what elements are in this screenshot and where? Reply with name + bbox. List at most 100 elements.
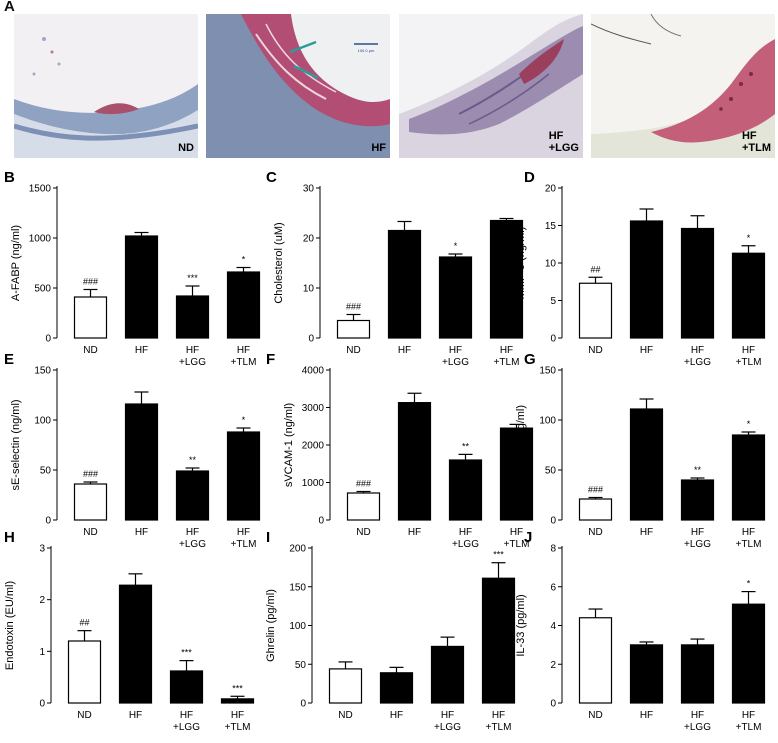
y-axis-label: Cholesterol (uM) [273,222,285,303]
chart-f: F 0 1000 2000 3000 4000 sVCAM-1 (ng/ml) ### ND HF… [266,351,534,550]
bar [731,603,766,704]
bar [226,271,261,339]
x-tick-label: +LGG [173,722,200,733]
significance-label: ### [346,302,361,312]
significance-label: * [747,233,751,243]
bar [629,408,664,521]
y-tick-label: 150 [289,582,306,593]
arrow-icon [289,40,317,54]
y-tick-label: 50 [295,660,307,671]
bar [175,295,210,339]
x-tick-label: +TLM [736,357,762,368]
y-tick-label: 10 [303,284,315,295]
bar [680,227,715,339]
x-tick-label: HF [510,527,523,538]
y-axis-label: A-FABP (ng/ml) [10,225,22,301]
micrograph-hf-tlm-tag-line: +TLM [741,142,771,154]
y-tick-label: 8 [550,544,556,555]
x-tick-label: +LGG [434,722,461,733]
bar [169,670,204,704]
x-tick-label: HF [135,345,148,356]
bar [220,698,255,704]
bar [387,229,422,339]
significance-label: ### [588,485,603,495]
bar [346,492,381,521]
bar [124,403,159,521]
panel-label: B [4,169,15,186]
x-tick-label: +LGG [684,357,711,368]
x-tick-label: HF [398,345,411,356]
x-tick-label: +TLM [231,539,257,550]
y-tick-label: 50 [40,466,52,477]
y-tick-label: 100 [289,621,306,632]
y-tick-label: 5 [550,296,556,307]
x-tick-label: HF [135,527,148,538]
y-tick-label: 0 [39,699,45,710]
chart-e: E 0 50 100 150 sE-selectin (ng/ml) ### ND HF ** HF… [4,351,261,550]
x-tick-label: ND [338,710,352,721]
y-tick-label: 150 [34,366,51,377]
significance-label: ### [356,479,371,489]
bar [499,427,534,521]
significance-label: ** [189,455,197,465]
x-tick-label: HF [449,345,462,356]
micrograph-hf-lgg-tag-line: +LGG [548,142,579,154]
x-tick-label: HF [180,710,193,721]
scale-bar-label: 100.0 μm [358,48,375,53]
x-tick-label: HF [500,345,513,356]
y-tick-label: 15 [545,221,557,232]
x-tick-label: ND [588,710,602,721]
bar [629,644,664,704]
y-tick-label: 0 [550,334,556,345]
micrograph-hf-lgg-tag: HF +LGG [549,130,579,154]
x-tick-label: HF [640,710,653,721]
bar [481,577,516,704]
y-tick-label: 3000 [302,403,325,414]
x-tick-label: HF [691,527,704,538]
panel-label: F [266,351,275,368]
micrograph-hf-lgg-image [399,14,583,158]
y-tick-label: 6 [550,582,556,593]
bar [578,617,613,704]
x-tick-label: ND [356,527,370,538]
bar [438,256,473,339]
x-tick-label: HF [742,527,755,538]
x-tick-label: +LGG [179,539,206,550]
x-tick-label: HF [742,710,755,721]
x-tick-label: +TLM [736,539,762,550]
y-tick-label: 10 [545,259,557,270]
y-axis-label: IL-33 (pg/ml) [515,594,527,656]
panel-label: C [266,169,277,186]
bar [489,219,524,339]
significance-label: ## [590,264,600,274]
bar [430,645,465,704]
micrograph-hf-tlm-image [591,14,775,158]
x-tick-label: +LGG [684,722,711,733]
x-tick-label: HF [441,710,454,721]
micrograph-nd-image [14,14,198,158]
bar [578,282,613,339]
x-tick-label: +TLM [504,539,530,550]
x-tick-label: HF [231,710,244,721]
x-tick-label: +LGG [684,539,711,550]
y-tick-label: 0 [550,516,556,527]
x-tick-label: +LGG [452,539,479,550]
bar [397,402,432,521]
y-tick-label: 100 [539,416,556,427]
micrograph-hf-lgg-tag-line: HF [548,130,564,142]
y-tick-label: 100 [34,416,51,427]
significance-label: * [242,415,246,425]
y-tick-label: 4 [550,621,556,632]
y-tick-label: 0 [550,699,556,710]
panel-label: H [4,529,15,546]
x-tick-label: HF [186,345,199,356]
x-tick-label: HF [237,527,250,538]
x-tick-label: HF [237,345,250,356]
significance-label: ## [79,618,89,628]
x-tick-label: HF [129,710,142,721]
bar [226,431,261,521]
